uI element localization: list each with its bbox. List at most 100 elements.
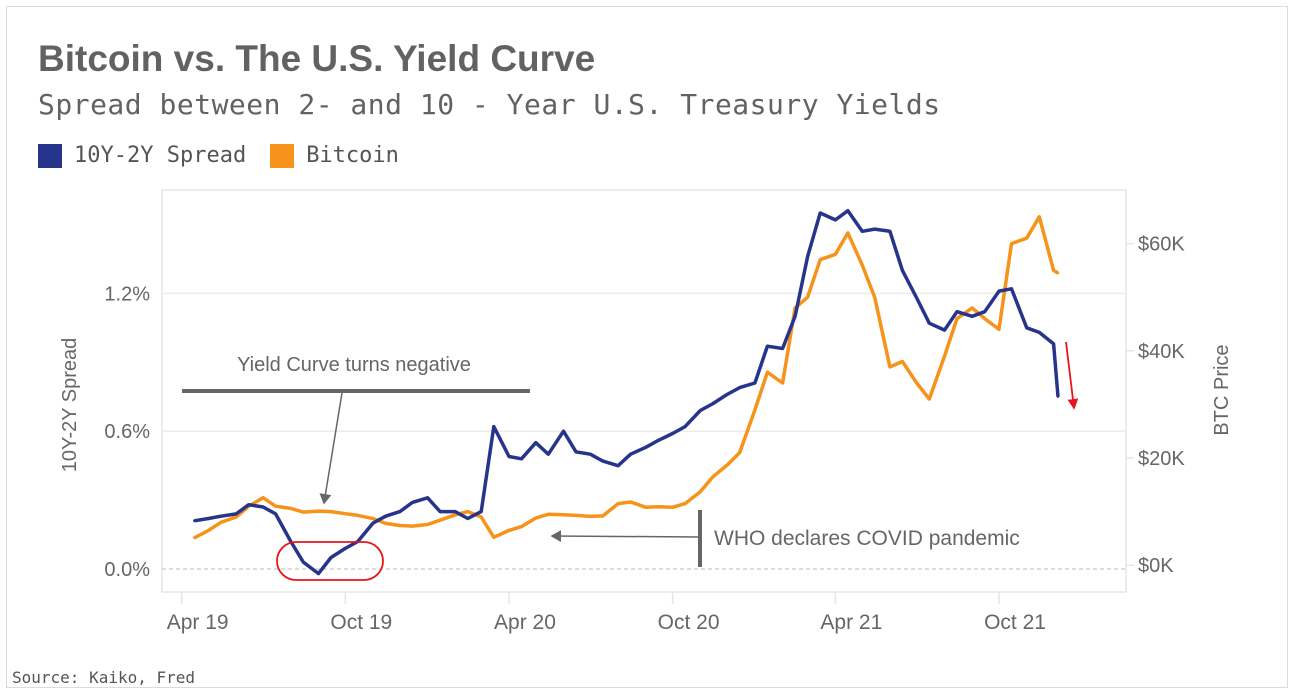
point-spread bbox=[235, 512, 238, 516]
point-bitcoin bbox=[915, 381, 918, 385]
point-spread bbox=[629, 452, 632, 456]
y-right-tick-label: $40K bbox=[1138, 341, 1185, 363]
point-spread bbox=[1056, 395, 1060, 398]
point-spread bbox=[492, 425, 495, 428]
plot-area bbox=[161, 189, 1127, 593]
point-spread bbox=[454, 510, 457, 513]
point-spread bbox=[806, 255, 809, 258]
point-bitcoin bbox=[207, 529, 210, 532]
point-bitcoin bbox=[562, 513, 565, 517]
y-right-tick-label: $0K bbox=[1138, 555, 1174, 577]
point-bitcoin bbox=[1025, 237, 1028, 240]
point-spread bbox=[344, 547, 347, 550]
annotation-yield-negative-text: Yield Curve turns negative bbox=[237, 354, 471, 376]
annotation-yield-negative: Yield Curve turns negative bbox=[182, 354, 530, 505]
point-spread bbox=[562, 430, 565, 433]
y-left-tick-label: 0.0% bbox=[104, 559, 150, 581]
point-spread bbox=[398, 510, 402, 513]
point-bitcoin bbox=[466, 510, 470, 513]
point-bitcoin bbox=[411, 524, 414, 528]
point-spread bbox=[915, 296, 918, 300]
point-spread bbox=[818, 211, 822, 215]
highlight-inversion-box bbox=[276, 541, 384, 581]
point-bitcoin bbox=[616, 502, 620, 505]
point-spread bbox=[534, 441, 537, 444]
point-spread bbox=[601, 459, 605, 463]
annotation-covid: WHO declares COVID pandemic bbox=[550, 510, 1020, 567]
point-bitcoin bbox=[426, 523, 429, 526]
point-spread bbox=[589, 452, 592, 456]
point-bitcoin bbox=[901, 360, 904, 363]
point-bitcoin bbox=[507, 529, 511, 532]
point-bitcoin bbox=[235, 515, 238, 519]
point-spread bbox=[846, 209, 850, 212]
point-spread bbox=[711, 402, 715, 405]
point-bitcoin bbox=[928, 397, 931, 401]
point-spread bbox=[928, 322, 931, 325]
annotation-arrow bbox=[550, 530, 701, 543]
point-spread bbox=[574, 450, 578, 454]
point-spread bbox=[426, 496, 429, 500]
point-bitcoin bbox=[860, 263, 864, 267]
point-bitcoin bbox=[983, 317, 986, 320]
point-spread bbox=[1052, 342, 1055, 346]
point-spread bbox=[207, 517, 210, 520]
point-bitcoin bbox=[438, 518, 442, 522]
point-bitcoin bbox=[492, 536, 495, 539]
point-spread bbox=[683, 425, 687, 428]
legend-item-spread[interactable]: 10Y-2Y Spread bbox=[38, 143, 246, 168]
point-spread bbox=[466, 517, 470, 520]
point-spread bbox=[873, 227, 876, 231]
chart-frame bbox=[6, 6, 1288, 688]
point-bitcoin bbox=[766, 371, 769, 374]
point-bitcoin bbox=[711, 475, 715, 478]
point-bitcoin bbox=[888, 365, 892, 369]
point-bitcoin bbox=[356, 514, 360, 517]
point-bitcoin bbox=[806, 296, 809, 299]
legend-label: 10Y-2Y Spread bbox=[74, 143, 247, 168]
series-line-bitcoin bbox=[193, 215, 1059, 540]
point-spread bbox=[644, 446, 647, 449]
point-spread bbox=[725, 393, 729, 396]
y-left-tick-label: 0.6% bbox=[104, 421, 150, 443]
point-bitcoin bbox=[520, 525, 523, 528]
legend-item-bitcoin[interactable]: Bitcoin bbox=[270, 143, 399, 168]
point-spread bbox=[860, 230, 864, 233]
y-left-axis-title: 10Y-2Y Spread bbox=[59, 338, 81, 473]
point-spread bbox=[302, 560, 305, 564]
point-spread bbox=[943, 328, 946, 332]
legend-swatch-bitcoin bbox=[270, 143, 295, 168]
y-right-tick-label: $60K bbox=[1138, 234, 1185, 256]
point-bitcoin bbox=[289, 507, 292, 510]
point-spread bbox=[261, 505, 265, 509]
point-spread bbox=[317, 572, 320, 575]
point-bitcoin bbox=[955, 317, 959, 320]
point-spread bbox=[793, 315, 797, 318]
point-spread bbox=[997, 289, 1001, 293]
point-bitcoin bbox=[873, 296, 876, 299]
point-bitcoin bbox=[219, 521, 223, 524]
point-spread bbox=[888, 230, 892, 233]
point-bitcoin bbox=[683, 502, 687, 505]
point-spread bbox=[480, 510, 483, 513]
annotation-arrow bbox=[319, 392, 343, 505]
chart-title: Bitcoin vs. The U.S. Yield Curve bbox=[38, 38, 596, 79]
point-spread bbox=[1010, 287, 1013, 290]
point-bitcoin bbox=[344, 512, 347, 515]
point-spread bbox=[671, 432, 674, 435]
point-spread bbox=[738, 386, 741, 389]
point-spread bbox=[753, 381, 757, 385]
point-bitcoin bbox=[1038, 215, 1041, 218]
point-bitcoin bbox=[329, 510, 333, 513]
point-spread bbox=[616, 464, 620, 467]
point-spread bbox=[520, 457, 523, 460]
point-spread bbox=[766, 345, 769, 348]
x-tick-label: Oct 21 bbox=[984, 611, 1046, 634]
point-spread bbox=[699, 409, 702, 412]
x-tick-label: Apr 20 bbox=[494, 611, 556, 634]
point-spread bbox=[384, 514, 387, 518]
point-spread bbox=[371, 521, 375, 525]
source-note: Source: Kaiko, Fred bbox=[12, 668, 196, 687]
point-bitcoin bbox=[1010, 242, 1013, 245]
point-spread bbox=[438, 510, 442, 513]
